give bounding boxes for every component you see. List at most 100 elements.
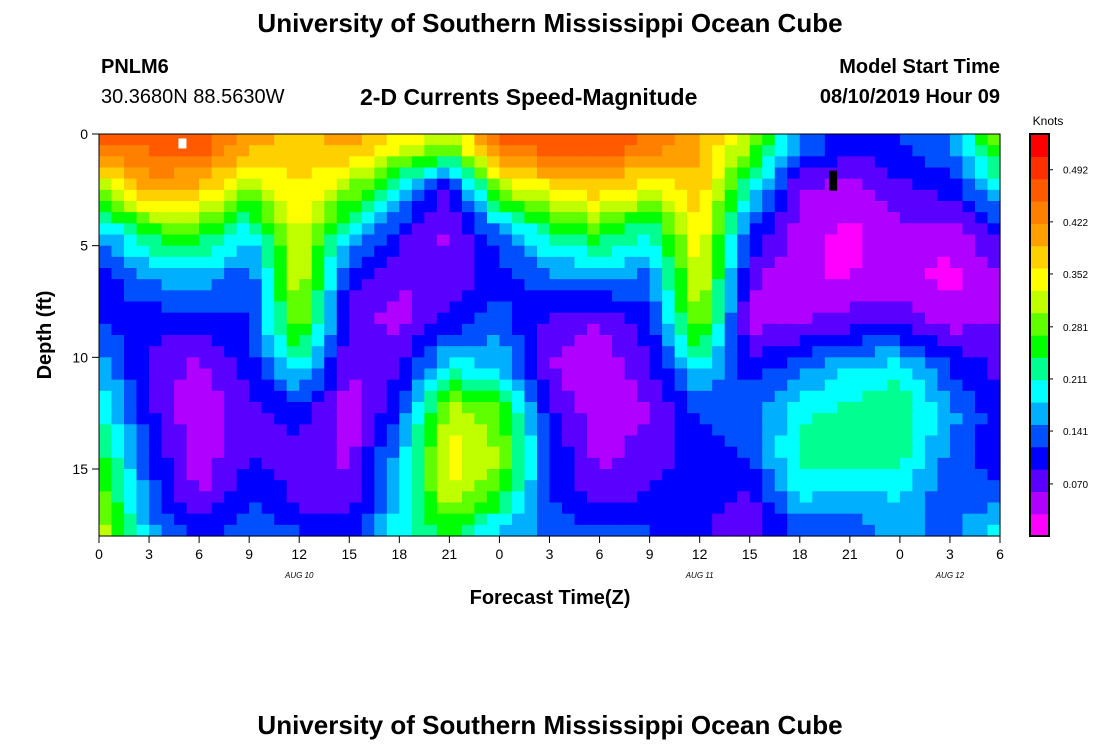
heatmap-cell [211,279,225,291]
heatmap-cell [374,424,388,437]
heatmap-cell [424,156,438,169]
heatmap-cell [124,134,138,146]
heatmap-cell [899,212,913,224]
heatmap-cell [474,457,488,470]
heatmap-cell [336,134,350,146]
heatmap-cell [812,357,826,370]
heatmap-cell [774,279,788,291]
heatmap-cell [199,134,213,146]
heatmap-cell [424,189,438,202]
heatmap-cell [674,513,688,526]
heatmap-cell [311,323,325,336]
heatmap-cell [524,212,538,224]
heatmap-cell [899,323,913,336]
heatmap-cell [161,357,175,370]
heatmap-cell [624,223,638,236]
heatmap-cell [186,234,200,247]
heatmap-cell [937,435,951,448]
heatmap-cell [124,268,138,280]
heatmap-cell [149,346,163,358]
heatmap-cell [474,446,488,459]
heatmap-cell [411,279,425,291]
heatmap-cell [874,435,888,448]
heatmap-cell [887,379,901,392]
heatmap-cell [199,491,213,504]
heatmap-cell [324,256,338,269]
heatmap-cell [261,156,275,169]
heatmap-cell [161,256,175,269]
heatmap-cell [862,290,876,303]
heatmap-cell [599,268,613,280]
heatmap-cell [311,457,325,470]
heatmap-cell [887,312,901,325]
heatmap-cell [599,145,613,157]
heatmap-cell [274,402,288,414]
heatmap-cell [411,167,425,180]
heatmap-cell [862,379,876,392]
heatmap-cell [361,256,375,269]
heatmap-cell [349,457,363,470]
heatmap-cell [424,268,438,280]
heatmap-cell [299,335,313,347]
heatmap-cell [649,413,663,425]
heatmap-cell [849,368,863,381]
heatmap-cell [899,402,913,414]
heatmap-cell [949,480,964,492]
heatmap-cell [449,245,463,258]
heatmap-cell [224,134,238,146]
heatmap-cell [361,524,375,537]
heatmap-cell [787,524,801,537]
heatmap-cell [486,189,501,202]
heatmap-cell [99,145,113,157]
heatmap-cell [136,379,150,392]
heatmap-cell [474,245,488,258]
heatmap-cell [712,457,726,470]
heatmap-cell [336,156,350,169]
heatmap-cell [286,402,300,414]
heatmap-cell [549,480,563,492]
heatmap-cell [824,480,838,492]
heatmap-cell [812,167,826,180]
heatmap-cell [461,413,476,425]
x-tick-label: 0 [95,546,103,562]
heatmap-cell [536,212,551,224]
heatmap-cell [449,312,463,325]
heatmap-cell [174,524,188,537]
heatmap-cell [361,323,375,336]
heatmap-cell [224,524,238,537]
heatmap-cell [874,145,888,157]
heatmap-cell [374,323,388,336]
heatmap-cell [136,234,150,247]
heatmap-cell [837,268,851,280]
heatmap-cell [374,189,388,202]
heatmap-cell [712,491,726,504]
heatmap-cell [399,167,413,180]
heatmap-cell [862,424,876,437]
heatmap-cell [436,134,450,146]
heatmap-cell [136,212,150,224]
heatmap-cell [787,469,801,481]
heatmap-cell [299,469,313,481]
heatmap-cell [99,301,113,314]
model-start-label: Model Start Time [839,56,1000,78]
heatmap-cell [549,379,563,392]
heatmap-cell [186,268,200,280]
heatmap-cell [774,290,788,303]
heatmap-cell [486,491,501,504]
heatmap-cell [386,480,400,492]
heatmap-cell [436,189,450,202]
flagged-data-cell [829,170,838,191]
heatmap-cell [612,167,626,180]
heatmap-cell [174,446,188,459]
heatmap-cell [249,435,263,448]
heatmap-cell [974,201,989,213]
heatmap-cell [924,357,939,370]
heatmap-cell [399,524,413,537]
x-date-label: AUG 11 [685,571,714,580]
heatmap-cell [887,245,901,258]
heatmap-cell [299,446,313,459]
heatmap-cell [674,357,688,370]
heatmap-cell [474,212,488,224]
heatmap-cell [324,524,338,537]
